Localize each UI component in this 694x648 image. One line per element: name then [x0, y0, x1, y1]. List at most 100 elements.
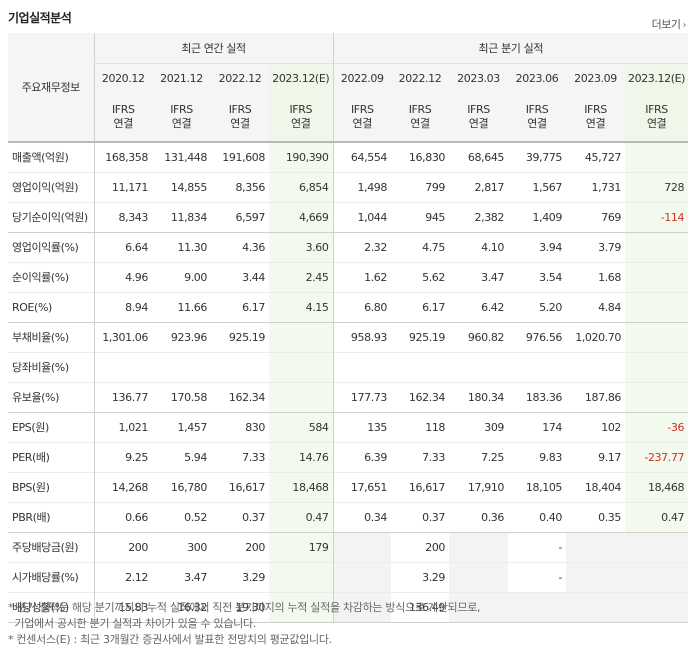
- metric-value: 136.77: [94, 381, 152, 412]
- metric-value: 200: [211, 531, 269, 562]
- footnotes: * 분기 실적은 해당 분기까지의 누적 실적에서 직전 분기까지의 누적 실적…: [8, 600, 481, 648]
- ifrs-label: IFRS 연결: [152, 92, 211, 143]
- metric-value: [566, 591, 626, 623]
- metric-value: 4.10: [449, 231, 509, 262]
- metric-value: 16.32: [152, 591, 211, 623]
- metric-value: 191,608: [222, 150, 265, 164]
- metric-value: 728: [625, 171, 689, 202]
- table-row: 순이익률(%) 4.96 9.00 3.44 2.45 1.62 5.62 3.47 3.54 1…: [8, 261, 689, 292]
- metric-value: 18,404: [566, 471, 626, 502]
- ifrs-label: IFRS 연결: [508, 92, 567, 143]
- metric-value: 3.29: [211, 561, 269, 592]
- metric-label: 시가배당률(%): [8, 561, 95, 592]
- metric-label: 영업이익률(%): [8, 231, 95, 262]
- metric-value: 1.68: [566, 261, 626, 292]
- metric-value: 18,468: [625, 471, 689, 502]
- metric-value: [625, 561, 689, 592]
- metric-value: 8.94: [94, 291, 152, 322]
- metric-value: 11,834: [152, 201, 211, 232]
- ifrs-consolidated: 연결: [291, 116, 311, 130]
- metric-value: [449, 591, 509, 623]
- metric-value: 2.45: [269, 261, 334, 292]
- metric-value: 180.34: [449, 381, 509, 412]
- metric-value: 135: [333, 411, 392, 442]
- metric-value: [211, 351, 269, 382]
- metric-value: 19.30: [211, 591, 269, 623]
- metric-value: 3.29: [391, 561, 450, 592]
- metric-value: 5.20: [508, 291, 567, 322]
- ifrs-label: IFRS 연결: [449, 92, 509, 143]
- metric-value: 925.19: [391, 321, 450, 352]
- metric-value: [152, 351, 211, 382]
- metric-value: 1,731: [566, 171, 626, 202]
- table-header: 주요재무정보 최근 연간 실적 최근 분기 실적 2020.12 2021.12 2…: [8, 33, 689, 143]
- metric-value: 11.66: [152, 291, 211, 322]
- ifrs-consolidated: 연결: [113, 116, 134, 130]
- quarter-group-header: 최근 분기 실적: [333, 33, 689, 63]
- metric-value: [333, 531, 392, 562]
- metric-value: 3.47: [152, 561, 211, 592]
- metric-value: 174: [508, 411, 567, 442]
- metric-value: 15.83: [94, 591, 152, 623]
- metric-value: 9.83: [508, 441, 567, 472]
- metric-value: [269, 591, 334, 623]
- metric-value: [391, 351, 450, 382]
- metric-value: 131,448: [164, 150, 207, 164]
- metric-label: 영업이익(억원): [8, 171, 95, 202]
- table-row: 당좌비율(%): [8, 351, 689, 382]
- metric-value: 6.39: [333, 441, 392, 472]
- more-label: 더보기: [651, 18, 681, 31]
- metric-value: 3.44: [211, 261, 269, 292]
- metric-value: 6,854: [269, 171, 334, 202]
- ifrs-standard: IFRS: [408, 102, 432, 116]
- metric-value: 6.64: [94, 231, 152, 262]
- metric-value: [566, 351, 626, 382]
- metric-value: 162.34: [211, 381, 269, 412]
- metric-value: [508, 351, 567, 382]
- metric-value: 3.94: [508, 231, 567, 262]
- metric-label: 당기순이익(억원): [8, 201, 95, 232]
- table-row: 주당배당금(원) 200 300 200 179 200-: [8, 531, 689, 562]
- period-header: 2021.12: [152, 63, 211, 93]
- metric-value: 64,554: [350, 150, 388, 164]
- ifrs-standard: IFRS: [525, 102, 549, 116]
- metric-value: 6.17: [391, 291, 450, 322]
- metric-value: 177.73: [333, 381, 392, 412]
- metric-value: 14,268: [94, 471, 152, 502]
- metric-value: [449, 561, 509, 592]
- ifrs-standard: IFRS: [228, 102, 252, 116]
- metric-value: 183.36: [508, 381, 567, 412]
- metric-value: 6,597: [211, 201, 269, 232]
- metric-value: 0.35: [566, 501, 626, 532]
- more-link[interactable]: 더보기 ›: [651, 16, 687, 32]
- ifrs-consolidated: 연결: [527, 116, 547, 130]
- metric-value: 16,830: [408, 150, 446, 164]
- ifrs-standard: IFRS: [289, 102, 313, 116]
- ifrs-standard: IFRS: [350, 102, 374, 116]
- period-header: 2023.03: [449, 63, 509, 93]
- table-row: 부채비율(%) 1,301.06 923.96 925.19 958.93 925.19 9…: [8, 321, 689, 352]
- metric-value: 17,651: [333, 471, 392, 502]
- metric-value: 7.33: [391, 441, 450, 472]
- metric-value: 9.00: [152, 261, 211, 292]
- metric-value: [625, 381, 689, 412]
- metric-value: [625, 141, 689, 172]
- metric-value: 1,021: [94, 411, 152, 442]
- metric-value: 2,817: [449, 171, 509, 202]
- metric-value: 4,669: [269, 201, 334, 232]
- metric-value: 1,301.06: [94, 321, 152, 352]
- period-header: 2022.12: [391, 63, 450, 93]
- metric-value: 6.80: [333, 291, 392, 322]
- table-row: PBR(배) 0.66 0.52 0.37 0.47 0.34 0.37 0.36 0.40 0.…: [8, 501, 689, 532]
- table-row: 영업이익(억원) 11,171 14,855 8,356 6,854 1,498 799 2,…: [8, 171, 689, 202]
- metric-value: 4.36: [211, 231, 269, 262]
- period-header: 2023.12(E): [625, 63, 689, 93]
- metric-value: 584: [269, 411, 334, 442]
- metric-value: 1,409: [508, 201, 567, 232]
- metric-label: 매출액(억원): [8, 141, 95, 172]
- metric-value: [449, 531, 509, 562]
- metric-value: 945: [391, 201, 450, 232]
- metric-value: 958.93: [333, 321, 392, 352]
- financial-table: 주요재무정보 최근 연간 실적 최근 분기 실적 2020.12 2021.12 2…: [8, 33, 689, 623]
